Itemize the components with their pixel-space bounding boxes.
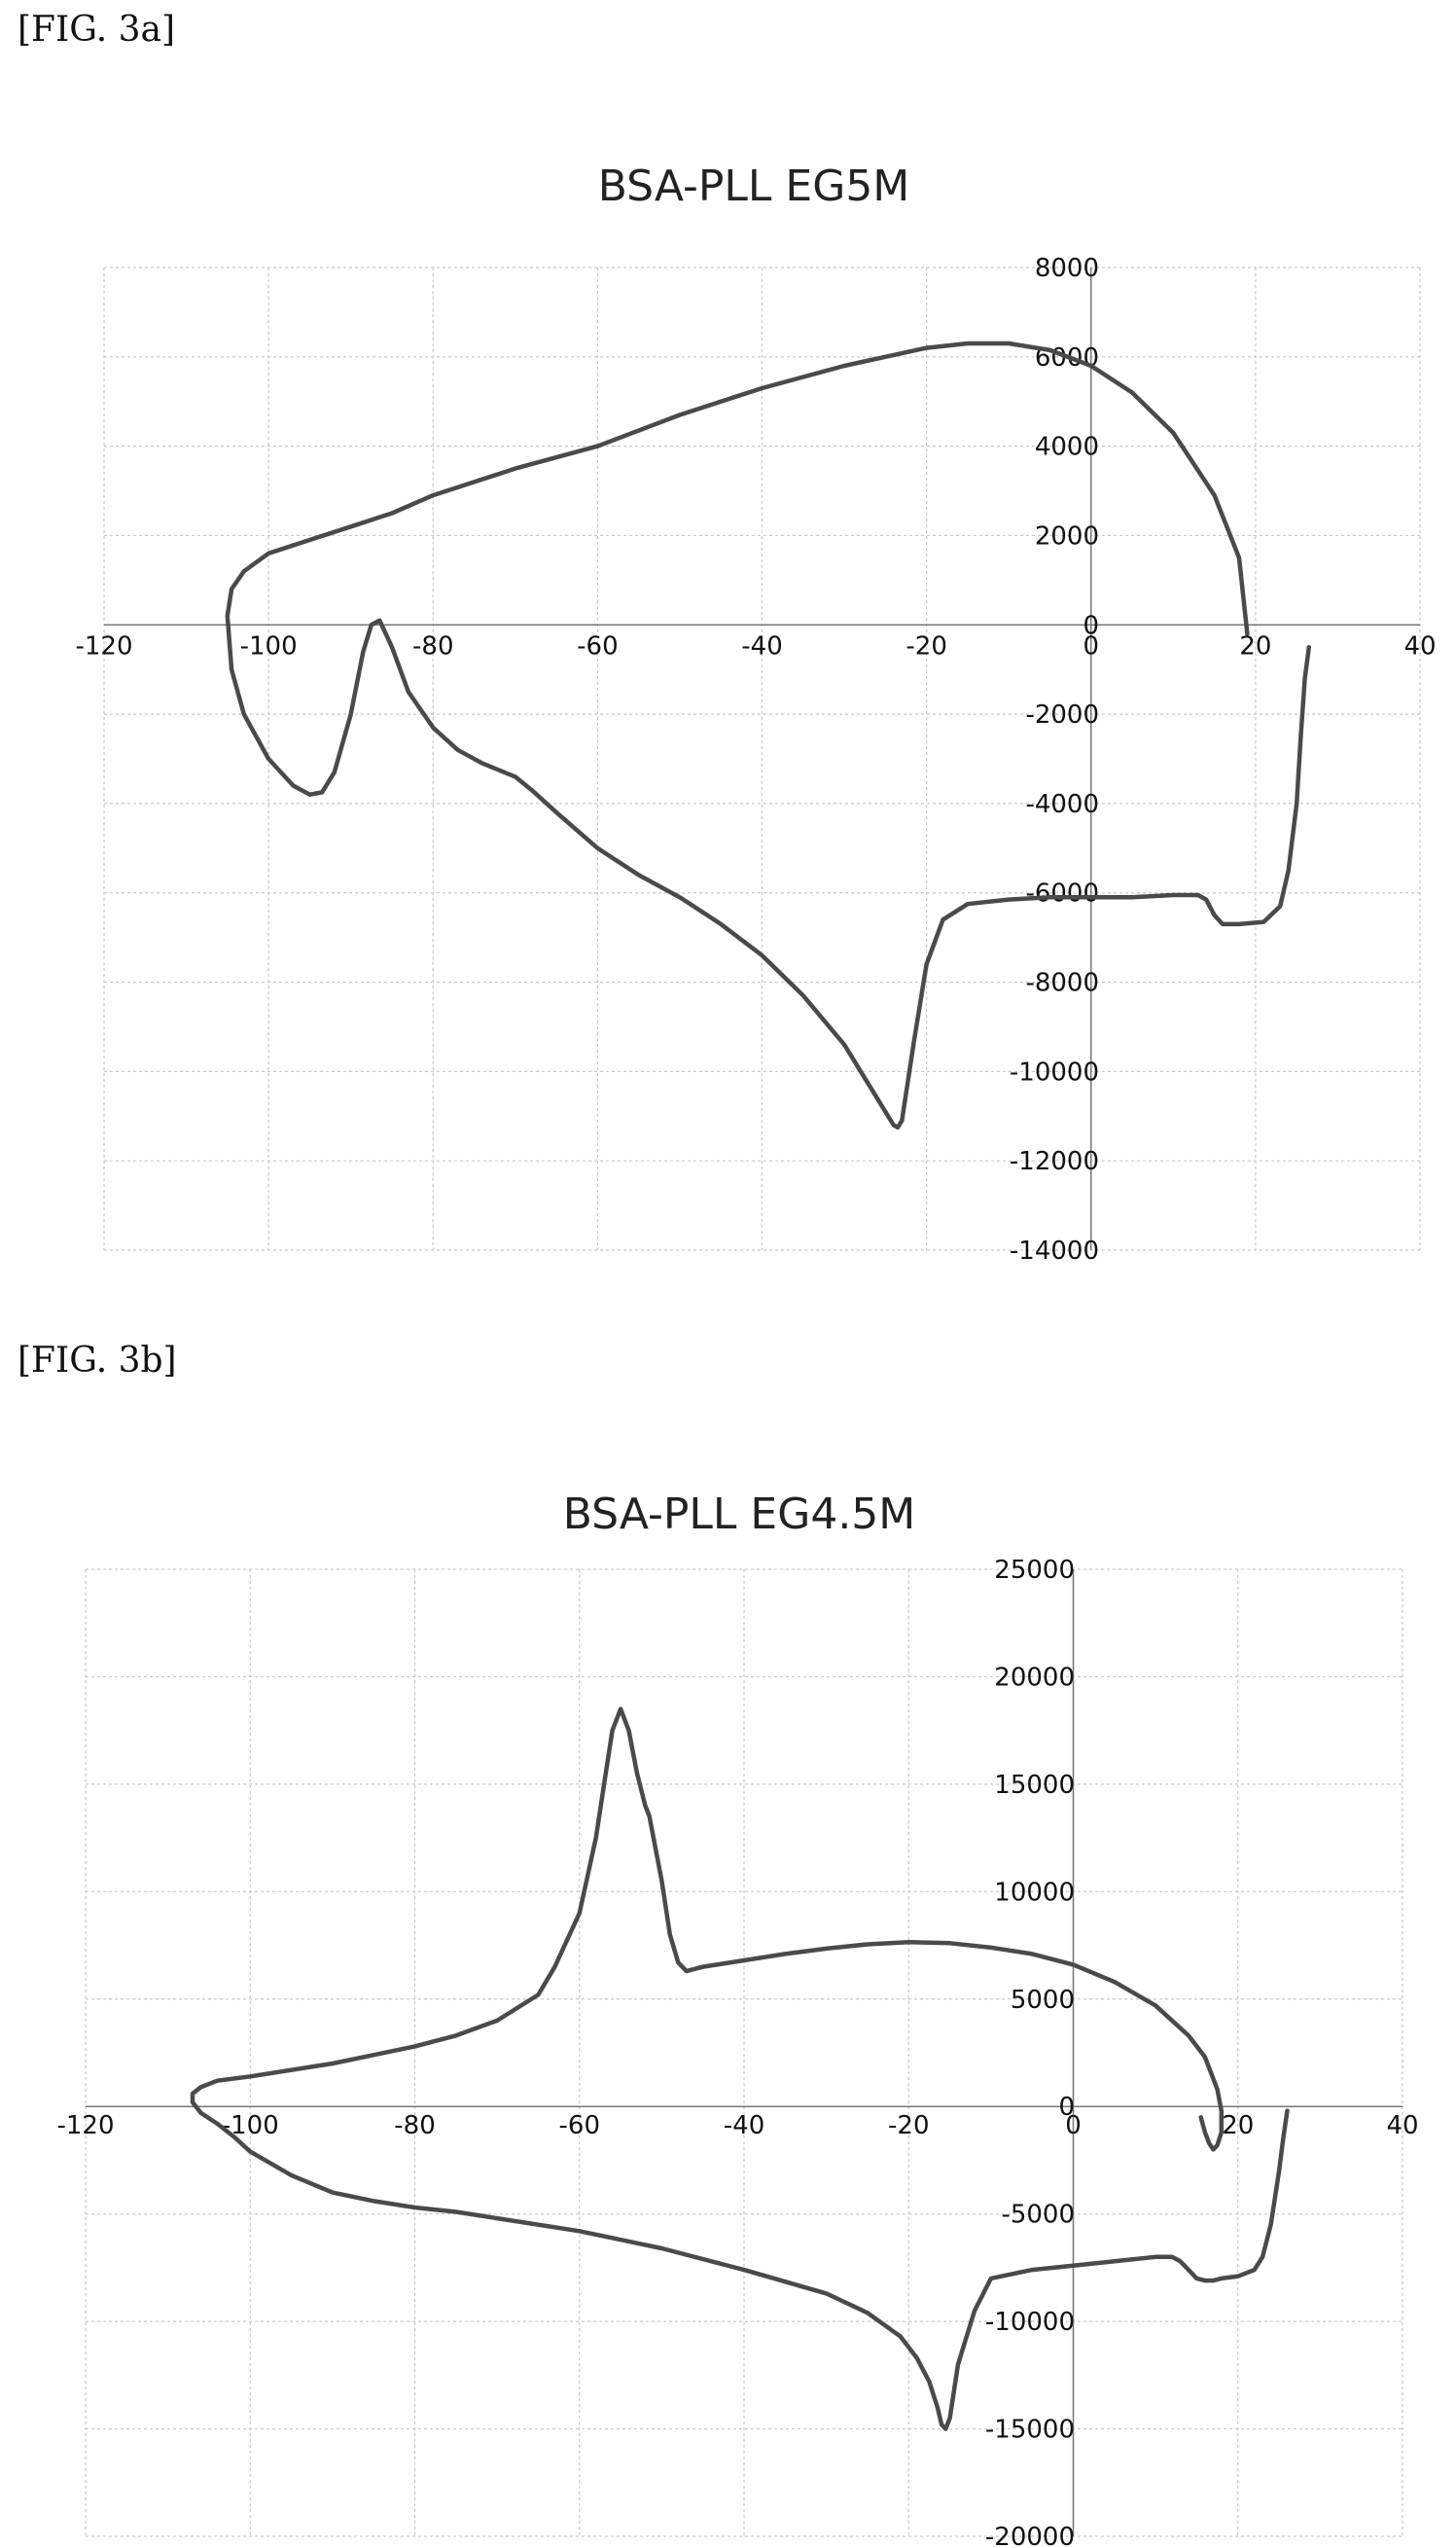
y-tick-label: 4000 (1035, 433, 1099, 462)
y-tick-label: 20000 (994, 1663, 1075, 1692)
x-tick-label: -40 (741, 631, 782, 661)
y-tick-label: -8000 (1025, 969, 1099, 998)
y-tick-label: 8000 (1035, 254, 1099, 283)
x-tick-label: -60 (559, 2111, 600, 2140)
y-tick-label: -5000 (1001, 2201, 1075, 2230)
x-tick-label: 0 (1083, 631, 1099, 661)
y-tick-label: 0 (1058, 2093, 1075, 2122)
y-tick-label: -12000 (1010, 1147, 1099, 1176)
x-tick-label: 40 (1386, 2111, 1418, 2140)
y-tick-label: -15000 (985, 2416, 1075, 2445)
y-tick-label: -6000 (1025, 879, 1099, 909)
figure-label-3b: [FIG. 3b] (18, 1341, 177, 1381)
x-tick-label: -120 (75, 631, 132, 661)
series-line (190, 1706, 1290, 2431)
chart-title: BSA-PLL EG5M (598, 161, 910, 211)
series-line (225, 341, 1312, 1130)
y-tick-label: 15000 (994, 1771, 1075, 1800)
chart-eg4-5m: BSA-PLL EG4.5M -120 -100 -80 -60 -40 -20 0 20 40… (56, 1489, 1418, 2548)
x-tick-label: -80 (412, 631, 453, 661)
chart-eg5m: BSA-PLL EG5M -120 -100 -80 -60 -40 -20 0 20 40 80… (75, 161, 1436, 1265)
x-tick-label: -20 (888, 2111, 929, 2140)
y-tick-label: -4000 (1025, 790, 1099, 819)
y-tick-label: 2000 (1035, 521, 1099, 551)
y-tick-label: 5000 (1011, 1986, 1075, 2015)
chart-title: BSA-PLL EG4.5M (563, 1489, 916, 1539)
y-tick-label: 0 (1083, 611, 1099, 640)
x-tick-label: -80 (394, 2111, 435, 2140)
figure-label-3a: [FIG. 3a] (18, 10, 176, 50)
x-tick-label: 20 (1222, 2111, 1254, 2140)
y-tick-label: -20000 (985, 2523, 1075, 2548)
x-tick-label: 20 (1239, 631, 1271, 661)
x-tick-label: -120 (56, 2111, 114, 2140)
x-tick-label: 40 (1403, 631, 1436, 661)
x-tick-label: -60 (577, 631, 618, 661)
y-tick-label: 10000 (994, 1878, 1075, 1907)
y-tick-label: -2000 (1025, 700, 1099, 730)
x-tick-label: -100 (240, 631, 298, 661)
x-tick-label: 0 (1065, 2111, 1082, 2140)
y-tick-label: -14000 (1010, 1237, 1099, 1265)
y-tick-label: -10000 (985, 2308, 1075, 2337)
x-tick-label: -40 (724, 2111, 764, 2140)
y-tick-label: 25000 (994, 1556, 1075, 1585)
y-tick-label: -10000 (1010, 1058, 1099, 1087)
x-tick-label: -20 (906, 631, 946, 661)
